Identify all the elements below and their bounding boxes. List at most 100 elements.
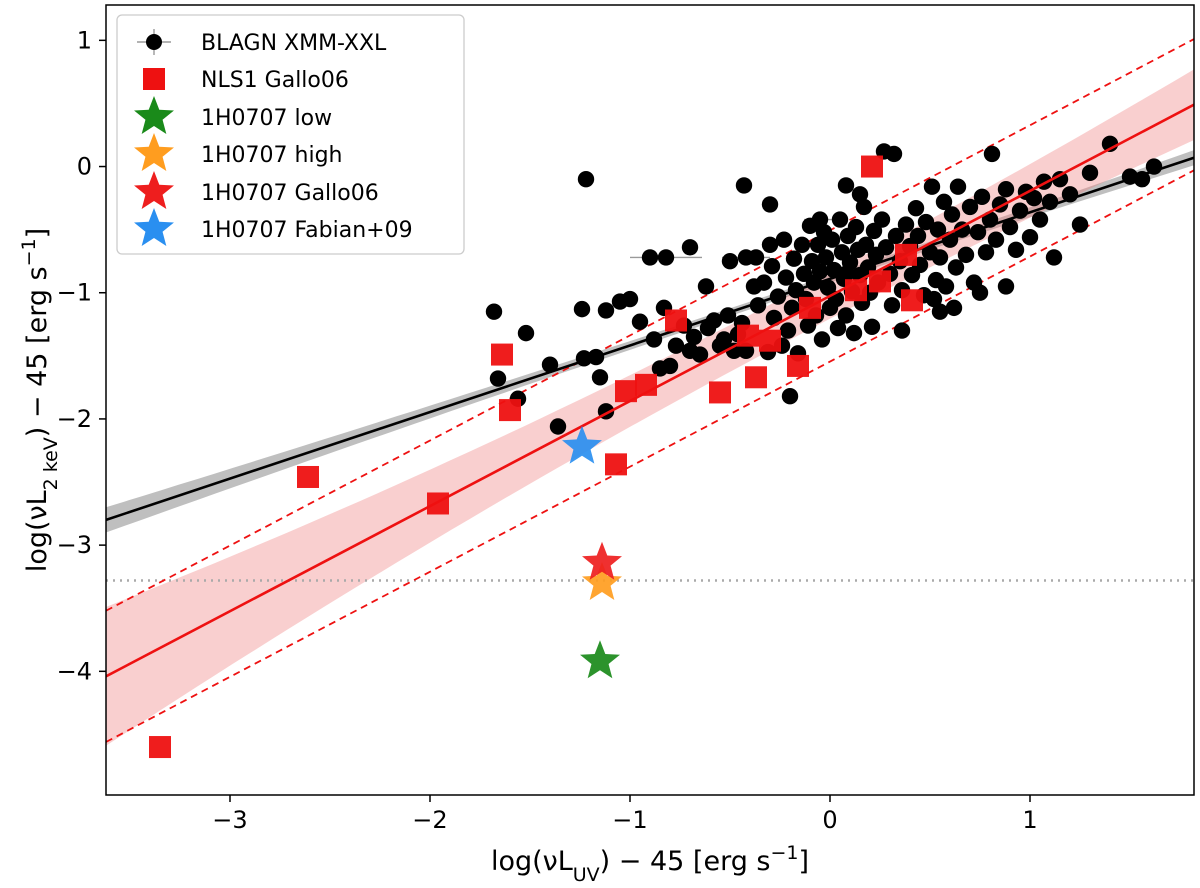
- legend-label-1h0707-low: 1H0707 low: [201, 106, 332, 131]
- blagn-point: [893, 322, 911, 339]
- y-tick-label: 0: [77, 153, 92, 181]
- blagn-point: [997, 278, 1015, 295]
- x-tick-label: −1: [612, 806, 647, 834]
- blagn-point: [819, 279, 837, 296]
- nls1-square-point: [635, 373, 657, 396]
- blagn-point: [997, 181, 1015, 198]
- legend-marker-blagn-xmm-xxl: [146, 34, 162, 50]
- blagn-point: [591, 369, 609, 386]
- y-tick-label: −3: [57, 531, 92, 559]
- legend-marker-1h0707-gallo06: [134, 171, 174, 209]
- nls1-square-point: [799, 296, 821, 319]
- nls1-square-point: [787, 354, 809, 377]
- data-points: [106, 103, 1194, 759]
- nls1-square-point: [869, 270, 891, 293]
- nls1-square-point: [845, 279, 867, 302]
- blagn-point: [781, 388, 799, 405]
- star-point-1h0707-low: [580, 640, 620, 679]
- nls1-square-point: [499, 399, 521, 422]
- blagn-point: [735, 177, 753, 194]
- blagn-point: [925, 290, 943, 308]
- blagn-point: [931, 303, 949, 320]
- x-tick-label: −2: [412, 806, 447, 834]
- blagn-point: [809, 236, 827, 253]
- legend: BLAGN XMM-XXL NLS1 Gallo06 1H0707 low 1H070…: [116, 14, 465, 255]
- nls1-square-point: [737, 324, 759, 347]
- blagn-point: [947, 259, 965, 276]
- blagn-point: [883, 297, 901, 314]
- axes-frame: [105, 4, 1195, 796]
- blagn-point: [837, 307, 855, 324]
- blagn-point: [937, 278, 955, 295]
- blagn-point: [811, 263, 829, 280]
- blagn-point: [823, 231, 841, 248]
- legend-marker-1h0707-low: [134, 96, 174, 134]
- blagn-point: [987, 231, 1005, 248]
- blagn-point: [935, 193, 953, 211]
- legend-label-1h0707-gallo06: 1H0707 Gallo06: [201, 181, 379, 206]
- blagn-point: [873, 211, 891, 228]
- blagn-point: [697, 278, 715, 295]
- nls1-square-point: [491, 343, 513, 366]
- blagn-point: [577, 170, 595, 188]
- nls1-square-point: [901, 289, 923, 312]
- blagn-point: [977, 244, 995, 261]
- blagn-point: [847, 218, 865, 236]
- legend-label-nls1-gallo06: NLS1 Gallo06: [201, 68, 349, 93]
- blagn-point: [917, 213, 935, 231]
- blagn-point: [777, 269, 795, 286]
- blagn-point: [691, 346, 709, 363]
- blagn-point: [909, 227, 927, 245]
- blagn-point: [973, 188, 991, 206]
- blagn-point: [923, 178, 941, 195]
- blagn-point: [855, 198, 873, 216]
- nls1-square-point: [665, 309, 687, 332]
- blagn-point: [931, 249, 949, 266]
- blagn-point: [837, 177, 855, 194]
- blagn-point: [775, 231, 793, 248]
- blagn-point: [1025, 189, 1043, 207]
- blagn-point: [681, 239, 699, 256]
- blagn-point: [685, 328, 703, 346]
- blagn-point: [1081, 164, 1099, 182]
- legend-label-1h0707-fabian-09: 1H0707 Fabian+09: [201, 218, 413, 243]
- blagn-point: [811, 211, 829, 228]
- blagn-point: [755, 274, 773, 291]
- blagn-point: [961, 198, 979, 216]
- nls1-square-point: [615, 380, 637, 403]
- x-axis-label: log(νLUV) − 45 [erg s−1]: [491, 842, 809, 886]
- blagn-point: [897, 216, 915, 233]
- y-axis-label: log(νL2 keV) − 45 [erg s−1]: [18, 228, 62, 572]
- blagn-point: [943, 206, 961, 223]
- blagn-point: [813, 331, 831, 348]
- blagn-point: [829, 319, 847, 337]
- y-tick-label: −4: [57, 657, 92, 685]
- blagn-point: [631, 313, 649, 330]
- x-tick-label: −3: [212, 806, 247, 834]
- blagn-point: [865, 222, 883, 240]
- blagn-point: [785, 250, 803, 267]
- blagn-point: [779, 322, 797, 339]
- nls1-square-point: [297, 465, 319, 488]
- blagn-point: [1071, 216, 1089, 233]
- star-point-1h0707-fabian-09: [562, 425, 602, 464]
- nls1-square-point: [709, 381, 731, 404]
- blagn-point: [721, 252, 739, 270]
- blagn-point: [1031, 211, 1049, 228]
- blagn-point: [1051, 170, 1069, 188]
- y-tick-label: 1: [77, 26, 92, 54]
- blagn-point: [485, 303, 503, 320]
- nls1-square-point: [427, 492, 449, 515]
- nls1-square-point: [895, 243, 917, 266]
- blagn-point: [761, 236, 779, 253]
- blagn-point: [597, 302, 615, 319]
- blagn-point: [945, 299, 963, 317]
- blagn-point: [1045, 249, 1063, 266]
- fit-lines: [106, 38, 1194, 743]
- legend-box: [116, 14, 465, 255]
- blagn-point: [661, 357, 679, 375]
- blagn-point: [949, 178, 967, 195]
- blagn-point: [573, 300, 591, 318]
- blagn-point: [857, 236, 875, 253]
